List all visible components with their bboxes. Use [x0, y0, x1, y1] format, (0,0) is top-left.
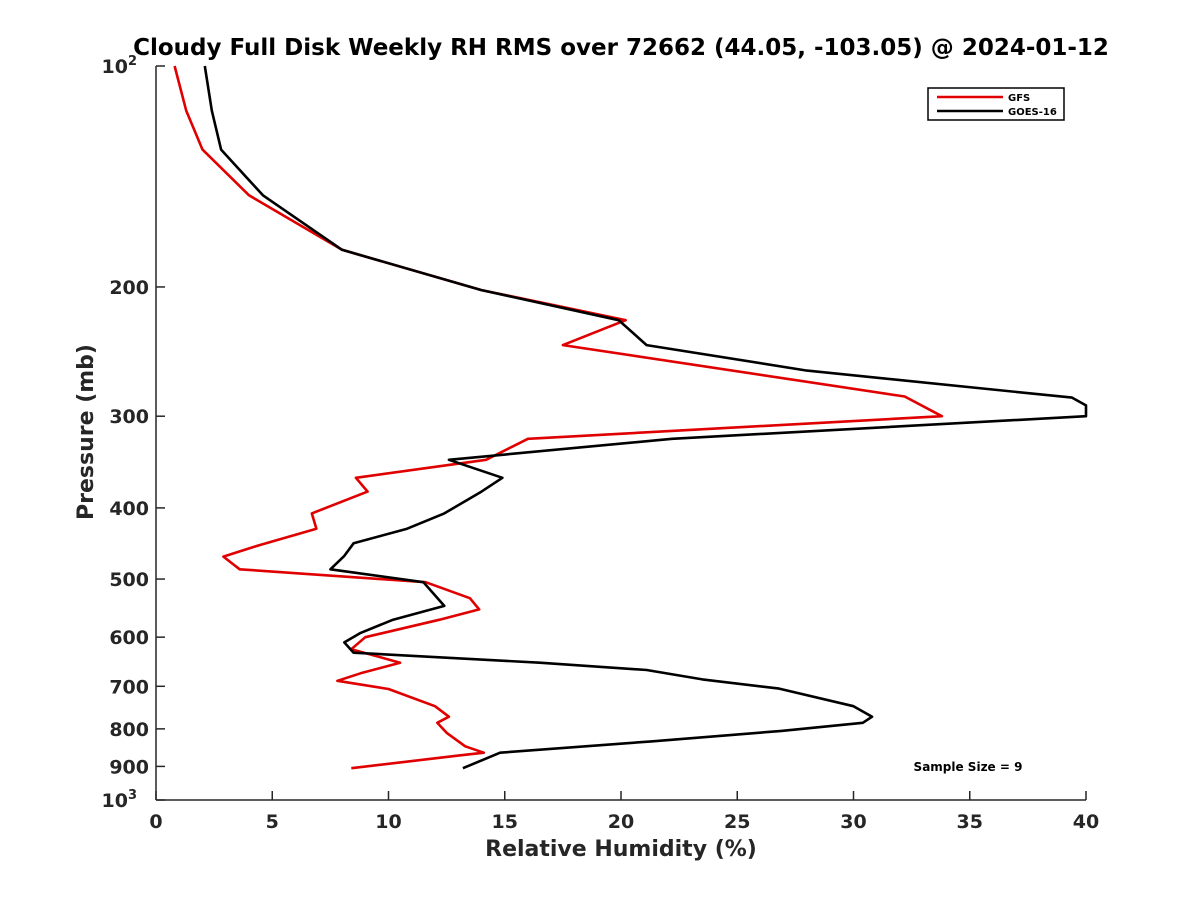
y-tick-label: 800 — [109, 719, 149, 741]
x-axis-label: Relative Humidity (%) — [485, 837, 757, 862]
y-tick-label: 103 — [102, 788, 138, 812]
series-line-goes-16 — [203, 65, 1088, 770]
x-tick-label: 35 — [957, 811, 983, 833]
legend-entry-label: GOES-16 — [1008, 107, 1057, 118]
y-tick-label: 300 — [109, 406, 149, 428]
series-line-gfs — [173, 65, 944, 770]
series-layer — [173, 65, 1088, 770]
y-tick-label: 600 — [109, 627, 149, 649]
legend-entry-label: GFS — [1008, 93, 1030, 104]
y-tick-label: 400 — [109, 498, 149, 520]
y-tick-label: 102 — [102, 54, 138, 78]
x-tick-label: 5 — [266, 811, 279, 833]
y-tick-exponent: 2 — [128, 54, 137, 69]
y-tick-label: 200 — [109, 277, 149, 299]
x-tick-label: 0 — [149, 811, 162, 833]
x-tick-label: 15 — [492, 811, 518, 833]
chart-title: Cloudy Full Disk Weekly RH RMS over 7266… — [133, 35, 1109, 61]
x-tick-label: 25 — [724, 811, 750, 833]
y-tick-exponent: 3 — [128, 788, 137, 803]
x-tick-label: 10 — [375, 811, 401, 833]
sample-size-annotation: Sample Size = 9 — [914, 760, 1023, 774]
axes-layer: 0 5 10 15 20 25 30 35 40 102 200 300 400 500 600 700 800… — [102, 54, 1100, 833]
x-tick-label: 20 — [608, 811, 634, 833]
y-tick-label: 700 — [109, 676, 149, 698]
legend: GFS GOES-16 — [927, 87, 1065, 121]
x-tick-label: 30 — [840, 811, 866, 833]
y-axis-label: Pressure (mb) — [74, 344, 99, 520]
x-tick-label: 40 — [1073, 811, 1099, 833]
legend-box — [927, 87, 1065, 121]
y-tick-label: 500 — [109, 569, 149, 591]
y-tick-label: 900 — [109, 756, 149, 778]
